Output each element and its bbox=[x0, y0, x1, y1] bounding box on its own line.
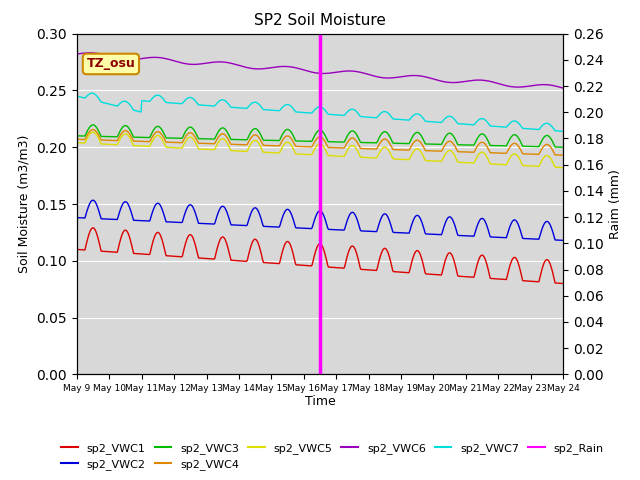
sp2_VWC1 bbox=[182, 240, 189, 246]
sp2_VWC5 bbox=[207, 147, 215, 153]
sp2_VWC5 bbox=[394, 156, 401, 162]
sp2_VWC4 bbox=[132, 138, 140, 144]
sp2_VWC1 bbox=[394, 269, 401, 275]
sp2_VWC5 bbox=[73, 140, 81, 145]
sp2_VWC7 bbox=[380, 109, 387, 115]
sp2_VWC4 bbox=[394, 147, 401, 153]
sp2_VWC5 bbox=[182, 138, 189, 144]
sp2_VWC7 bbox=[73, 93, 81, 99]
sp2_VWC6 bbox=[73, 51, 81, 57]
sp2_VWC5 bbox=[559, 165, 567, 170]
sp2_VWC6 bbox=[394, 74, 401, 80]
sp2_VWC7 bbox=[559, 129, 567, 134]
Y-axis label: Soil Moisture (m3/m3): Soil Moisture (m3/m3) bbox=[18, 135, 31, 273]
sp2_VWC3 bbox=[559, 144, 567, 150]
sp2_VWC2 bbox=[82, 213, 90, 218]
sp2_VWC5 bbox=[89, 129, 97, 135]
sp2_VWC3 bbox=[73, 133, 81, 139]
sp2_VWC1 bbox=[559, 281, 567, 287]
sp2_VWC2 bbox=[394, 230, 401, 236]
sp2_VWC7 bbox=[88, 90, 96, 96]
sp2_VWC6 bbox=[82, 50, 90, 56]
sp2_VWC2 bbox=[182, 208, 189, 214]
Text: TZ_osu: TZ_osu bbox=[86, 58, 135, 71]
Line: sp2_VWC1: sp2_VWC1 bbox=[77, 228, 563, 284]
sp2_VWC7 bbox=[394, 117, 401, 122]
sp2_VWC3 bbox=[82, 132, 90, 137]
sp2_VWC6 bbox=[559, 85, 567, 91]
sp2_VWC2 bbox=[380, 212, 387, 217]
sp2_VWC2 bbox=[207, 221, 215, 227]
sp2_VWC6 bbox=[207, 60, 215, 65]
sp2_VWC1 bbox=[132, 251, 140, 256]
sp2_VWC6 bbox=[380, 75, 387, 81]
sp2_VWC5 bbox=[132, 143, 140, 149]
Line: sp2_VWC2: sp2_VWC2 bbox=[77, 200, 563, 240]
sp2_VWC4 bbox=[89, 127, 97, 132]
sp2_VWC2 bbox=[559, 238, 567, 243]
sp2_VWC3 bbox=[182, 128, 189, 134]
sp2_VWC7 bbox=[82, 95, 90, 100]
sp2_VWC3 bbox=[394, 141, 401, 146]
sp2_VWC4 bbox=[82, 135, 90, 141]
sp2_VWC1 bbox=[207, 256, 215, 262]
sp2_VWC4 bbox=[559, 152, 567, 158]
sp2_VWC6 bbox=[182, 61, 189, 67]
Title: SP2 Soil Moisture: SP2 Soil Moisture bbox=[254, 13, 386, 28]
sp2_VWC2 bbox=[132, 217, 140, 223]
sp2_VWC6 bbox=[86, 50, 93, 56]
sp2_VWC4 bbox=[207, 141, 215, 146]
sp2_VWC1 bbox=[73, 247, 81, 252]
sp2_VWC1 bbox=[380, 246, 387, 252]
Line: sp2_VWC5: sp2_VWC5 bbox=[77, 132, 563, 168]
sp2_VWC7 bbox=[132, 108, 140, 114]
sp2_VWC4 bbox=[182, 133, 189, 139]
sp2_VWC7 bbox=[182, 97, 189, 103]
Legend: sp2_VWC1, sp2_VWC2, sp2_VWC3, sp2_VWC4, sp2_VWC5, sp2_VWC6, sp2_VWC7, sp2_Rain: sp2_VWC1, sp2_VWC2, sp2_VWC3, sp2_VWC4, … bbox=[57, 438, 608, 474]
sp2_VWC1 bbox=[82, 244, 90, 250]
Line: sp2_VWC7: sp2_VWC7 bbox=[77, 93, 563, 132]
sp2_VWC4 bbox=[73, 136, 81, 142]
sp2_VWC3 bbox=[132, 134, 140, 140]
Line: sp2_VWC6: sp2_VWC6 bbox=[77, 53, 563, 88]
sp2_VWC2 bbox=[73, 215, 81, 220]
sp2_VWC1 bbox=[89, 225, 97, 231]
Y-axis label: Raim (mm): Raim (mm) bbox=[609, 169, 622, 239]
Line: sp2_VWC3: sp2_VWC3 bbox=[77, 125, 563, 147]
sp2_VWC3 bbox=[207, 136, 215, 142]
sp2_VWC5 bbox=[380, 144, 387, 150]
sp2_VWC7 bbox=[207, 103, 215, 108]
sp2_VWC3 bbox=[89, 122, 97, 128]
X-axis label: Time: Time bbox=[305, 395, 335, 408]
sp2_VWC3 bbox=[380, 129, 387, 135]
sp2_VWC4 bbox=[380, 137, 387, 143]
sp2_VWC6 bbox=[132, 57, 140, 62]
Line: sp2_VWC4: sp2_VWC4 bbox=[77, 130, 563, 155]
sp2_VWC5 bbox=[82, 139, 90, 144]
sp2_VWC2 bbox=[89, 197, 97, 203]
